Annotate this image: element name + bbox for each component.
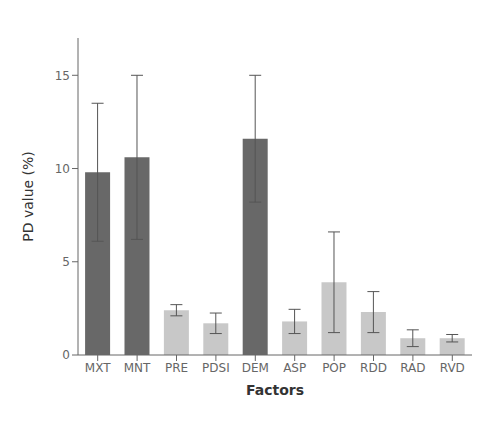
svg-text:PD value (%): PD value (%) bbox=[20, 151, 36, 242]
svg-text:PDSI: PDSI bbox=[202, 361, 230, 375]
svg-text:DEM: DEM bbox=[242, 361, 269, 375]
svg-text:ASP: ASP bbox=[283, 361, 306, 375]
svg-text:0: 0 bbox=[62, 348, 70, 362]
svg-text:Factors: Factors bbox=[246, 382, 304, 398]
svg-text:RVD: RVD bbox=[440, 361, 465, 375]
svg-text:POP: POP bbox=[322, 361, 346, 375]
svg-text:15: 15 bbox=[55, 69, 70, 83]
svg-text:5: 5 bbox=[62, 255, 70, 269]
svg-text:MXT: MXT bbox=[85, 361, 111, 375]
svg-text:10: 10 bbox=[55, 162, 70, 176]
svg-text:RDD: RDD bbox=[360, 361, 387, 375]
svg-text:MNT: MNT bbox=[124, 361, 151, 375]
svg-text:PRE: PRE bbox=[165, 361, 188, 375]
svg-text:RAD: RAD bbox=[400, 361, 425, 375]
